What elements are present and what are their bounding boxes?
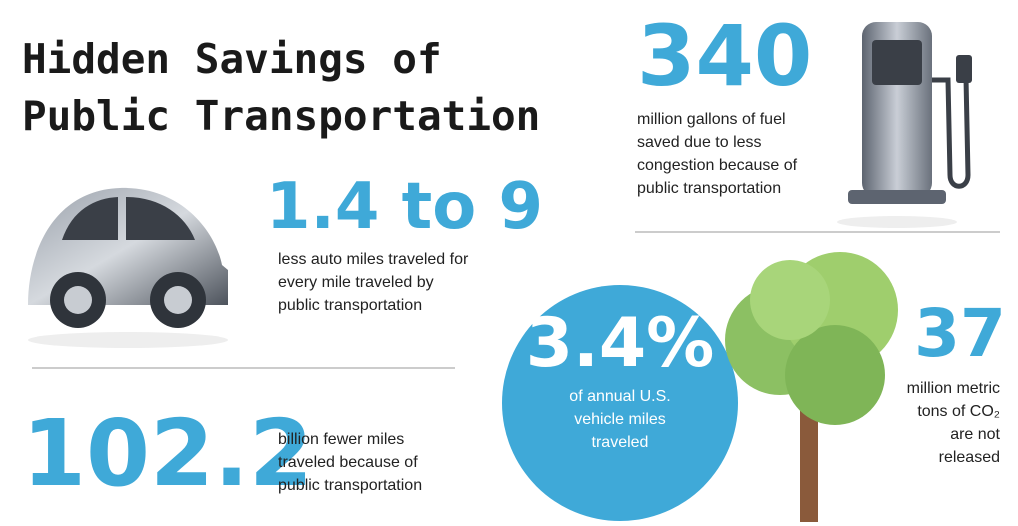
text-line: less auto miles traveled for	[278, 251, 469, 268]
tree-icon	[725, 252, 898, 522]
text-line: are not	[950, 426, 1000, 443]
stat-figure: 340	[637, 7, 812, 105]
text-line: of annual U.S.	[569, 388, 670, 405]
text-line: public transportation	[278, 297, 422, 314]
stat-text: million gallons of fuel saved due to les…	[278, 111, 1001, 494]
text-line: traveled	[592, 434, 649, 451]
stat-figure: 37	[914, 295, 1006, 372]
gas-pump-icon	[837, 22, 972, 228]
stat-circle	[502, 285, 738, 521]
title-line: Hidden Savings of	[22, 35, 442, 83]
stat-figure: 102.2	[22, 400, 313, 507]
text-line: tons of CO₂	[917, 403, 1000, 420]
stat-figure: 3.4%	[526, 304, 715, 383]
text-line: million metric	[907, 380, 1000, 397]
text-line: every mile traveled by	[278, 274, 434, 291]
text-line: traveled because of	[278, 454, 418, 471]
car-icon	[28, 187, 228, 348]
text-line: million gallons of fuel	[637, 111, 786, 128]
text-line: released	[939, 449, 1000, 466]
text-line: public transportation	[637, 180, 781, 197]
text-line: billion fewer miles	[278, 431, 404, 448]
text-line: congestion because of	[637, 157, 798, 174]
text-line: vehicle miles	[574, 411, 666, 428]
stat-figure: 1.4 to 9	[266, 170, 543, 244]
text-line: public transportation	[278, 477, 422, 494]
text-line: saved due to less	[637, 134, 762, 151]
title-line: Public Transportation	[22, 92, 540, 140]
